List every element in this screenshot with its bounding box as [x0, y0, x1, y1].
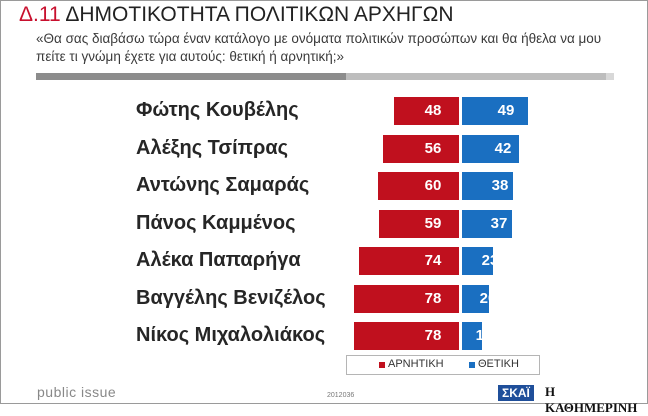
bar-positive: [462, 322, 482, 350]
bar-label-positive: 23: [481, 252, 499, 269]
bar-positive: [462, 210, 512, 238]
bar-label-negative: 60: [424, 177, 442, 194]
bar-label-positive: 49: [497, 102, 515, 119]
bar-label-positive: 20: [479, 290, 497, 307]
candidate-name: Αλέξης Τσίπρας: [136, 137, 289, 159]
kathimerini-logo: Η ΚΑΘΗΜΕΡΙΝΗ: [545, 384, 638, 415]
bar-label-positive: 37: [490, 215, 508, 232]
legend-label-negative: ΑΡΝΗΤΙΚΗ: [388, 358, 444, 370]
bar-negative: [378, 172, 459, 200]
bar-positive: [462, 97, 528, 125]
bar-label-negative: 59: [424, 215, 442, 232]
candidate-name: Βαγγέλης Βενιζέλος: [136, 287, 326, 309]
candidate-name: Αντώνης Σαμαράς: [136, 174, 310, 196]
bar-label-negative: 78: [424, 327, 442, 344]
bar-negative: [394, 97, 459, 125]
divider-dark: [36, 73, 346, 80]
legend-swatch-negative: [379, 362, 385, 368]
bar-negative: [379, 210, 459, 238]
bar-negative: [354, 285, 459, 313]
candidate-name: Νίκος Μιχαλολιάκος: [136, 324, 326, 346]
chart-title: Δ.11 ΔΗΜΟΤΙΚΟΤΗΤΑ ΠΟΛΙΤΙΚΩΝ ΑΡΧΗΓΩΝ: [19, 3, 454, 27]
public-issue-logo: public issue: [37, 384, 117, 400]
bar-label-positive: 38: [491, 177, 509, 194]
bar-label-positive: 15: [475, 327, 493, 344]
candidate-name: Φώτης Κουβέλης: [136, 99, 299, 121]
bar-negative: [359, 247, 459, 275]
bar-negative: [383, 135, 459, 163]
bar-label-positive: 42: [494, 140, 512, 157]
bar-positive: [462, 247, 493, 275]
bar-negative: [354, 322, 459, 350]
divider-light: [346, 73, 606, 80]
title-text: ΔΗΜΟΤΙΚΟΤΗΤΑ ΠΟΛΙΤΙΚΩΝ ΑΡΧΗΓΩΝ: [65, 3, 454, 26]
legend-label-positive: ΘΕΤΙΚΗ: [478, 358, 519, 370]
bar-label-negative: 48: [424, 102, 442, 119]
bar-positive: [462, 135, 519, 163]
bar-positive: [462, 285, 489, 313]
candidate-name: Αλέκα Παπαρήγα: [136, 249, 301, 271]
skai-logo: ΣΚΑΪ: [498, 385, 534, 401]
bar-label-negative: 74: [424, 252, 442, 269]
bar-positive: [462, 172, 513, 200]
legend: ΑΡΝΗΤΙΚΗ ΘΕΤΙΚΗ: [346, 355, 540, 375]
bar-label-negative: 78: [424, 290, 442, 307]
report-code: 2012036: [327, 392, 355, 399]
title-number: Δ.11: [19, 3, 61, 26]
chart-subtitle: «Θα σας διαβάσω τώρα έναν κατάλογο με ον…: [36, 31, 602, 64]
legend-swatch-positive: [469, 362, 475, 368]
candidate-name: Πάνος Καμμένος: [136, 212, 296, 234]
bar-label-negative: 56: [424, 140, 442, 157]
divider-end: [606, 73, 614, 80]
